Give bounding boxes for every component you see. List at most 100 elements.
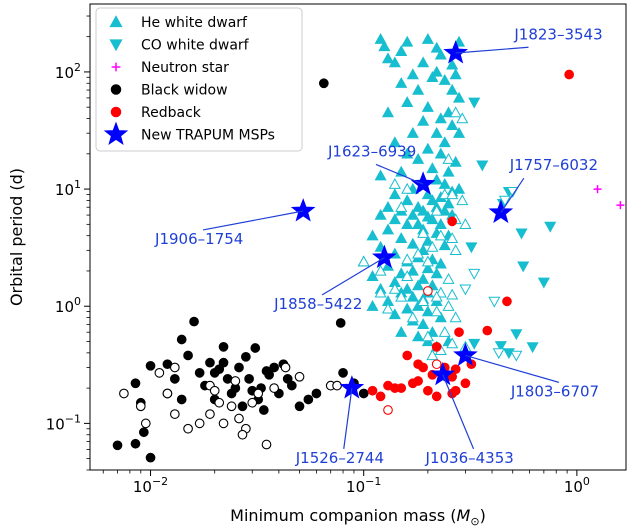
bw-hollow-point [269,383,279,393]
he_wd-point [401,96,414,108]
he_wd-hollow-point [430,204,443,216]
he_wd-point [442,197,455,209]
annotation-leader [321,257,385,296]
he_wd-point [438,136,451,148]
rb-hollow-point [423,286,433,296]
bw-hollow-point [234,413,244,424]
he_wd-hollow-point [430,290,443,302]
annotation-label: J1823–3543 [513,25,602,43]
he_wd-point [401,282,414,294]
he_wd-point [412,200,425,212]
he_wd-point [434,311,447,323]
bw-hollow-point [294,371,305,382]
legend-entry-he_wd: He white dwarf [109,15,248,31]
series-bw [112,78,369,463]
he_wd-point [421,262,434,274]
y-axis-label: Orbital period (d) [7,168,26,306]
he_wd-point [366,270,379,281]
co_wd-point [465,242,478,254]
he_wd-hollow-point [374,264,387,276]
he_wd-hollow-point [456,112,469,124]
he_wd-point [401,194,414,206]
he_wd-hollow-point [395,290,408,302]
he_wd-point [434,112,447,124]
y-tick-label: 101 [55,178,81,199]
he_wd-hollow-point [412,247,425,259]
he_wd-point [430,41,443,53]
new-point [443,40,468,64]
bw-hollow-point [247,397,258,408]
he_wd-point [374,169,387,181]
he_wd-hollow-point [417,295,430,307]
bw-point [194,367,205,378]
he_wd-point [434,218,447,230]
he_wd-point [434,147,447,159]
bw-hollow-point [209,385,220,396]
he_wd-point [417,273,430,284]
he_wd-point [381,52,395,64]
he_wd-hollow-point [401,253,414,265]
he_wd-point [452,126,466,138]
legend-label-bw: Black widow [141,83,228,99]
he_wd-point [412,83,425,95]
he_wd-point [412,279,425,291]
bw-point [261,366,272,376]
bw-hollow-point [119,388,129,399]
he_wd-hollow-point [438,325,451,337]
he_wd-hollow-point [446,188,459,200]
series-co_wd [459,97,557,362]
he_wd-hollow-point [388,282,401,294]
he_wd-hollow-point [449,106,462,118]
bw-hollow-point [205,409,215,419]
he_wd-hollow-point [442,299,455,311]
he_wd-hollow-point [434,229,447,241]
he_wd-hollow-point [406,311,419,323]
annotation-label: J1906–1754 [154,230,243,248]
he_wd-point [406,290,419,302]
he_wd-point [426,194,439,206]
he_wd-point [426,162,439,174]
he_wd-hollow-point [417,226,430,238]
he_wd-point [438,239,451,251]
he_wd-point [430,65,443,77]
legend-label-rb: Redback [141,105,202,121]
annotation-leader [202,210,304,231]
annotation-label: J1623–6939 [327,142,416,160]
rb-point [454,327,464,338]
rb-point [447,216,458,227]
he_wd-hollow-point [446,232,459,243]
co_wd-hollow-point [492,348,505,360]
he_wd-hollow-point [401,270,414,281]
annotation-leader [442,374,475,450]
legend-label-new: New TRAPUM MSPs [141,128,275,144]
bw-hollow-point [261,439,272,450]
bw-point [237,401,248,412]
he_wd-point [442,165,455,177]
he_wd-point [388,188,401,200]
annotation-label: J1526–2744 [295,449,384,467]
legend-label-he_wd: He white dwarf [141,15,248,31]
he_wd-hollow-point [426,349,439,361]
he_wd-point [412,152,425,164]
he_wd-hollow-point [449,311,462,323]
legend-marker-bw [110,84,122,95]
rb-point [564,69,575,80]
annotations: J1823–3543 J1623–6939 J1757–6032 J1906–1754… [154,25,603,467]
co_wd-point [537,277,550,289]
bw-hollow-point [154,367,165,378]
rb-point [413,376,423,386]
rb-point [383,380,393,391]
he_wd-point [417,318,430,330]
he_wd-point [430,267,443,279]
bw-hollow-point [140,418,151,429]
bw-hollow-point [169,362,180,373]
bw-hollow-point [218,418,229,429]
he_wd-point [449,68,462,80]
he_wd-hollow-point [357,255,370,267]
he_wd-hollow-point [446,288,459,300]
bw-point [234,362,244,373]
co_wd-hollow-point [510,350,523,362]
ns-point [616,201,625,210]
y-tick-label: 10−1 [46,412,81,433]
